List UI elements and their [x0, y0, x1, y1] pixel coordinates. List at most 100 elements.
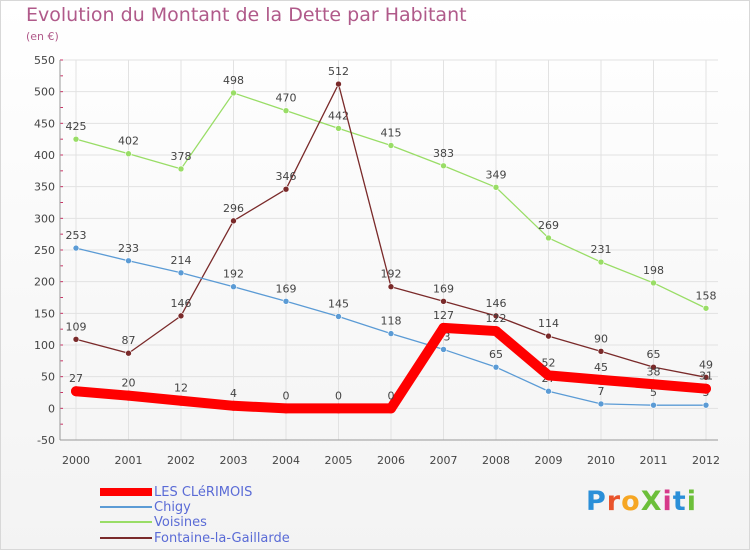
series-point-1 [177, 269, 185, 277]
series-point-3 [650, 363, 657, 371]
logo-letter: P [586, 486, 607, 517]
series-point-2 [492, 184, 500, 191]
series-point-3 [282, 185, 290, 193]
chart-title: Evolution du Montant de la Dette par Hab… [26, 4, 467, 26]
data-label-2: 442 [328, 109, 349, 122]
data-label-1: 145 [328, 298, 349, 311]
logo-letter: i [686, 486, 697, 517]
y-tick-label: 100 [34, 339, 55, 352]
legend-item-voisines: Voisines [100, 514, 207, 530]
data-label-2: 498 [223, 74, 244, 87]
series-point-2 [545, 234, 552, 242]
y-tick-label: 200 [34, 276, 55, 289]
logo-letter: X [640, 486, 663, 517]
logo-letter: r [606, 486, 622, 517]
x-tick-label: 2007 [430, 454, 458, 467]
data-label-3: 65 [647, 348, 661, 361]
data-label-0: 12 [174, 382, 188, 395]
x-tick-label: 2004 [272, 454, 300, 467]
y-tick-label: 0 [48, 402, 55, 415]
legend-swatch [100, 488, 152, 496]
series-point-1 [650, 401, 657, 409]
legend-item-les-clerimois: LES CLéRIMOIS [100, 484, 252, 500]
y-tick-label: 450 [34, 117, 55, 130]
data-label-0: 52 [542, 356, 556, 369]
series-point-1 [282, 297, 290, 305]
series-point-2 [177, 165, 185, 173]
series-point-0 [648, 379, 659, 390]
data-label-2: 349 [486, 168, 507, 181]
logo-letter: o [621, 486, 641, 517]
unit-label: (en €) [26, 30, 59, 43]
y-tick-label: 250 [34, 244, 55, 257]
series-point-3 [440, 297, 447, 305]
data-label-0: 4 [230, 387, 237, 400]
series-point-3 [72, 335, 80, 343]
data-label-0: 31 [699, 370, 713, 383]
data-label-2: 470 [276, 92, 297, 105]
data-label-0: 0 [283, 389, 290, 402]
data-label-3: 192 [381, 268, 402, 281]
series-point-0 [176, 395, 186, 406]
data-label-3: 49 [699, 358, 713, 371]
x-tick-label: 2012 [692, 454, 720, 467]
series-point-3 [335, 80, 342, 88]
series-point-2 [702, 304, 710, 312]
x-tick-label: 2001 [115, 454, 143, 467]
data-label-3: 296 [223, 202, 244, 215]
data-label-2: 425 [66, 120, 87, 133]
series-point-3 [177, 312, 185, 320]
data-label-2: 402 [118, 135, 139, 148]
series-point-3 [702, 373, 710, 381]
y-tick-label: 50 [41, 371, 55, 384]
x-tick-label: 2005 [325, 454, 353, 467]
data-label-0: 0 [388, 389, 395, 402]
series-point-0 [596, 374, 606, 385]
series-point-3 [597, 348, 605, 355]
series-point-0 [281, 403, 291, 414]
data-label-2: 269 [538, 219, 559, 232]
data-label-3: 87 [122, 334, 136, 347]
series-point-1 [387, 330, 395, 337]
data-label-0: 122 [486, 312, 507, 325]
series-point-0 [701, 383, 711, 394]
legend-swatch [100, 506, 152, 508]
logo-letter: t [672, 486, 687, 517]
data-label-1: 169 [276, 282, 297, 295]
data-label-1: 192 [223, 268, 244, 281]
series-point-2 [440, 162, 447, 170]
data-label-0: 38 [647, 365, 661, 378]
series-point-0 [438, 322, 449, 333]
series-point-0 [123, 390, 134, 401]
legend-item-chigy: Chigy [100, 499, 191, 515]
series-point-3 [492, 312, 500, 320]
data-label-0: 45 [594, 361, 608, 374]
data-label-3: 512 [328, 65, 349, 78]
series-point-1 [597, 400, 605, 408]
data-label-1: 7 [598, 385, 605, 398]
y-tick-label: 400 [34, 149, 55, 162]
series-point-0 [491, 326, 501, 337]
series-point-2 [72, 135, 80, 143]
data-label-2: 378 [171, 150, 192, 163]
data-label-3: 346 [276, 170, 297, 183]
x-tick-label: 2008 [482, 454, 510, 467]
series-point-1 [230, 283, 237, 291]
data-label-0: 127 [433, 309, 454, 322]
data-label-1: 233 [118, 242, 139, 255]
x-tick-label: 2003 [220, 454, 248, 467]
data-label-3: 109 [66, 320, 87, 333]
series-point-0 [333, 403, 344, 414]
x-tick-label: 2011 [640, 454, 668, 467]
data-label-2: 158 [696, 289, 717, 302]
y-tick-label: 500 [34, 86, 55, 99]
legend-swatch [100, 537, 152, 539]
legend-swatch [100, 521, 152, 523]
data-label-2: 415 [381, 127, 402, 140]
data-label-1: 253 [66, 229, 87, 242]
data-label-3: 146 [171, 297, 192, 310]
series-point-2 [335, 125, 342, 132]
series-point-1 [440, 346, 447, 353]
series-point-1 [545, 387, 552, 395]
data-label-0: 20 [122, 377, 136, 390]
